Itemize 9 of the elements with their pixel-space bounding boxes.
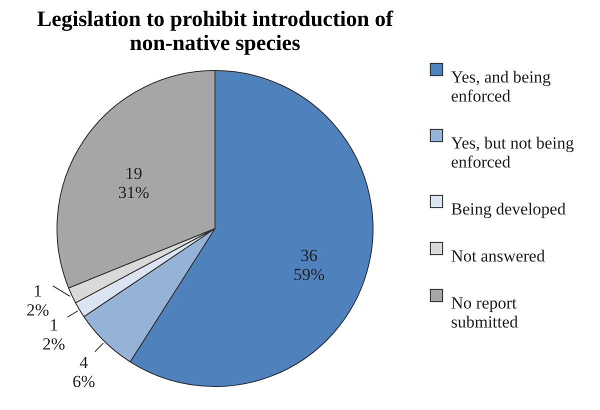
legend-label: Yes, but not being enforced <box>451 134 574 172</box>
legend-label: Yes, and being enforced <box>451 68 552 106</box>
data-label: 4 6% <box>72 353 96 392</box>
legend-label: Being developed <box>451 200 566 218</box>
legend-label: Not answered <box>451 246 546 266</box>
legend-label: No report submitted <box>451 294 519 332</box>
data-label: 36 59% <box>293 246 325 284</box>
data-label: 19 31% <box>118 164 150 202</box>
chart-title: Legislation to prohibit introduction of non-native species <box>36 6 394 55</box>
